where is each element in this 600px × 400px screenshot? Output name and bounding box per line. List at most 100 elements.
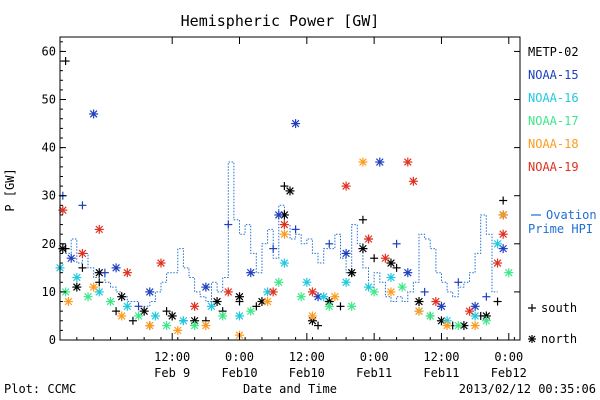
point-noaa-19-north — [403, 157, 413, 167]
point-noaa-16-north — [72, 272, 82, 282]
y-tick-label: 50 — [42, 93, 56, 107]
x-axis-label: Date and Time — [243, 382, 337, 396]
point-metp-02-south — [280, 182, 289, 191]
point-noaa-17-north — [134, 311, 144, 321]
point-noaa-19-north — [268, 287, 278, 297]
point-noaa-19-north — [77, 248, 87, 258]
x-tick-time-label: 12:00 — [289, 350, 325, 364]
asterisk-marker-icon — [528, 335, 536, 343]
point-noaa-19-north — [431, 297, 441, 307]
point-noaa-15-north — [403, 268, 413, 278]
point-noaa-17-north — [190, 321, 200, 331]
y-tick-label: 0 — [49, 333, 56, 347]
point-noaa-15-north — [246, 268, 256, 278]
point-noaa-18-north — [117, 311, 127, 321]
point-metp-02-south — [162, 307, 171, 316]
point-noaa-17-north — [425, 311, 435, 321]
plot-credit: Plot: CCMC — [4, 382, 76, 396]
y-tick-label: 30 — [42, 189, 56, 203]
y-tick-label: 60 — [42, 44, 56, 58]
point-metp-02-north — [235, 292, 245, 302]
legend-north-label: north — [541, 332, 577, 346]
point-noaa-15-south — [100, 268, 109, 277]
point-metp-02-south — [358, 215, 367, 224]
point-noaa-15-south — [269, 244, 278, 253]
point-noaa-15-south — [224, 220, 233, 229]
point-metp-02-north — [167, 311, 177, 321]
point-noaa-19-north — [408, 176, 418, 186]
point-noaa-19-north — [493, 258, 503, 268]
x-tick-date-label: Feb11 — [356, 366, 392, 380]
point-noaa-15-south — [420, 287, 429, 296]
point-noaa-19-north — [122, 268, 132, 278]
point-metp-02-north — [285, 186, 295, 196]
point-noaa-18-north — [442, 321, 452, 331]
point-noaa-19-north — [465, 306, 475, 316]
point-noaa-15-north — [341, 248, 351, 258]
point-metp-02-south — [128, 316, 137, 325]
ovation-prime-curve — [60, 161, 498, 307]
legend-noaa-19: NOAA-19 — [528, 160, 579, 174]
point-metp-02-south — [370, 254, 379, 263]
ovation-prime-step-line — [60, 161, 498, 307]
point-noaa-17-north — [369, 287, 379, 297]
point-noaa-15-south — [134, 302, 143, 311]
point-metp-02-north — [257, 297, 267, 307]
point-noaa-19-north — [156, 258, 166, 268]
point-metp-02-north — [139, 306, 149, 316]
x-tick-date-label: Feb10 — [289, 366, 325, 380]
point-noaa-17-north — [162, 321, 172, 331]
x-tick-date-label: Feb11 — [423, 366, 459, 380]
legend-asterisk-symbol — [528, 335, 536, 343]
point-noaa-17-north — [397, 282, 407, 292]
y-axis: 0 10 20 30 40 50 60 — [42, 41, 520, 347]
point-noaa-16-north — [493, 239, 503, 249]
point-metp-02-south — [336, 302, 345, 311]
point-noaa-16-north — [178, 316, 188, 326]
point-noaa-16-north — [386, 272, 396, 282]
point-noaa-17-north — [481, 316, 491, 326]
plot-frame — [59, 36, 521, 341]
point-noaa-16-north — [206, 301, 216, 311]
point-noaa-18-north — [173, 325, 183, 335]
plus-marker-icon — [528, 304, 536, 312]
point-noaa-15-north — [274, 210, 284, 220]
point-metp-02-north — [358, 244, 368, 254]
point-metp-02-south — [78, 263, 87, 272]
point-noaa-16-north — [279, 258, 289, 268]
point-metp-02-north — [414, 297, 424, 307]
point-noaa-15-south — [392, 239, 401, 248]
x-tick-time-label: 12:00 — [423, 350, 459, 364]
point-noaa-15-north — [375, 157, 385, 167]
legend-noaa-15: NOAA-15 — [528, 68, 579, 82]
chart-title: Hemispheric Power [GW] — [181, 12, 380, 30]
point-noaa-19-north — [190, 301, 200, 311]
x-tick-time-label: 0:00 — [360, 350, 389, 364]
point-noaa-18-north — [307, 311, 317, 321]
y-tick-label: 20 — [42, 237, 56, 251]
point-noaa-18-north — [263, 297, 273, 307]
point-noaa-15-north — [470, 301, 480, 311]
point-metp-02-south — [314, 321, 323, 330]
point-metp-02-south — [112, 307, 121, 316]
point-noaa-15-south — [325, 239, 334, 248]
point-noaa-17-north — [274, 277, 284, 287]
point-noaa-18-north — [470, 321, 480, 331]
point-metp-02-north — [72, 282, 82, 292]
legend-noaa-17: NOAA-17 — [528, 114, 579, 128]
data-points — [55, 57, 514, 340]
point-noaa-18-north — [498, 210, 508, 220]
x-tick-time-label: 12:00 — [154, 350, 190, 364]
legend-plus-symbol — [528, 304, 536, 312]
x-tick-date-label: Feb12 — [491, 366, 527, 380]
point-metp-02-north — [347, 268, 357, 278]
y-tick-label: 40 — [42, 141, 56, 155]
point-noaa-18-north — [386, 287, 396, 297]
point-noaa-18-north — [358, 157, 368, 167]
point-noaa-18-north — [145, 321, 155, 331]
point-noaa-19-north — [223, 287, 233, 297]
y-tick-label: 10 — [42, 285, 56, 299]
point-noaa-19-north — [307, 287, 317, 297]
point-noaa-18-north — [63, 297, 73, 307]
